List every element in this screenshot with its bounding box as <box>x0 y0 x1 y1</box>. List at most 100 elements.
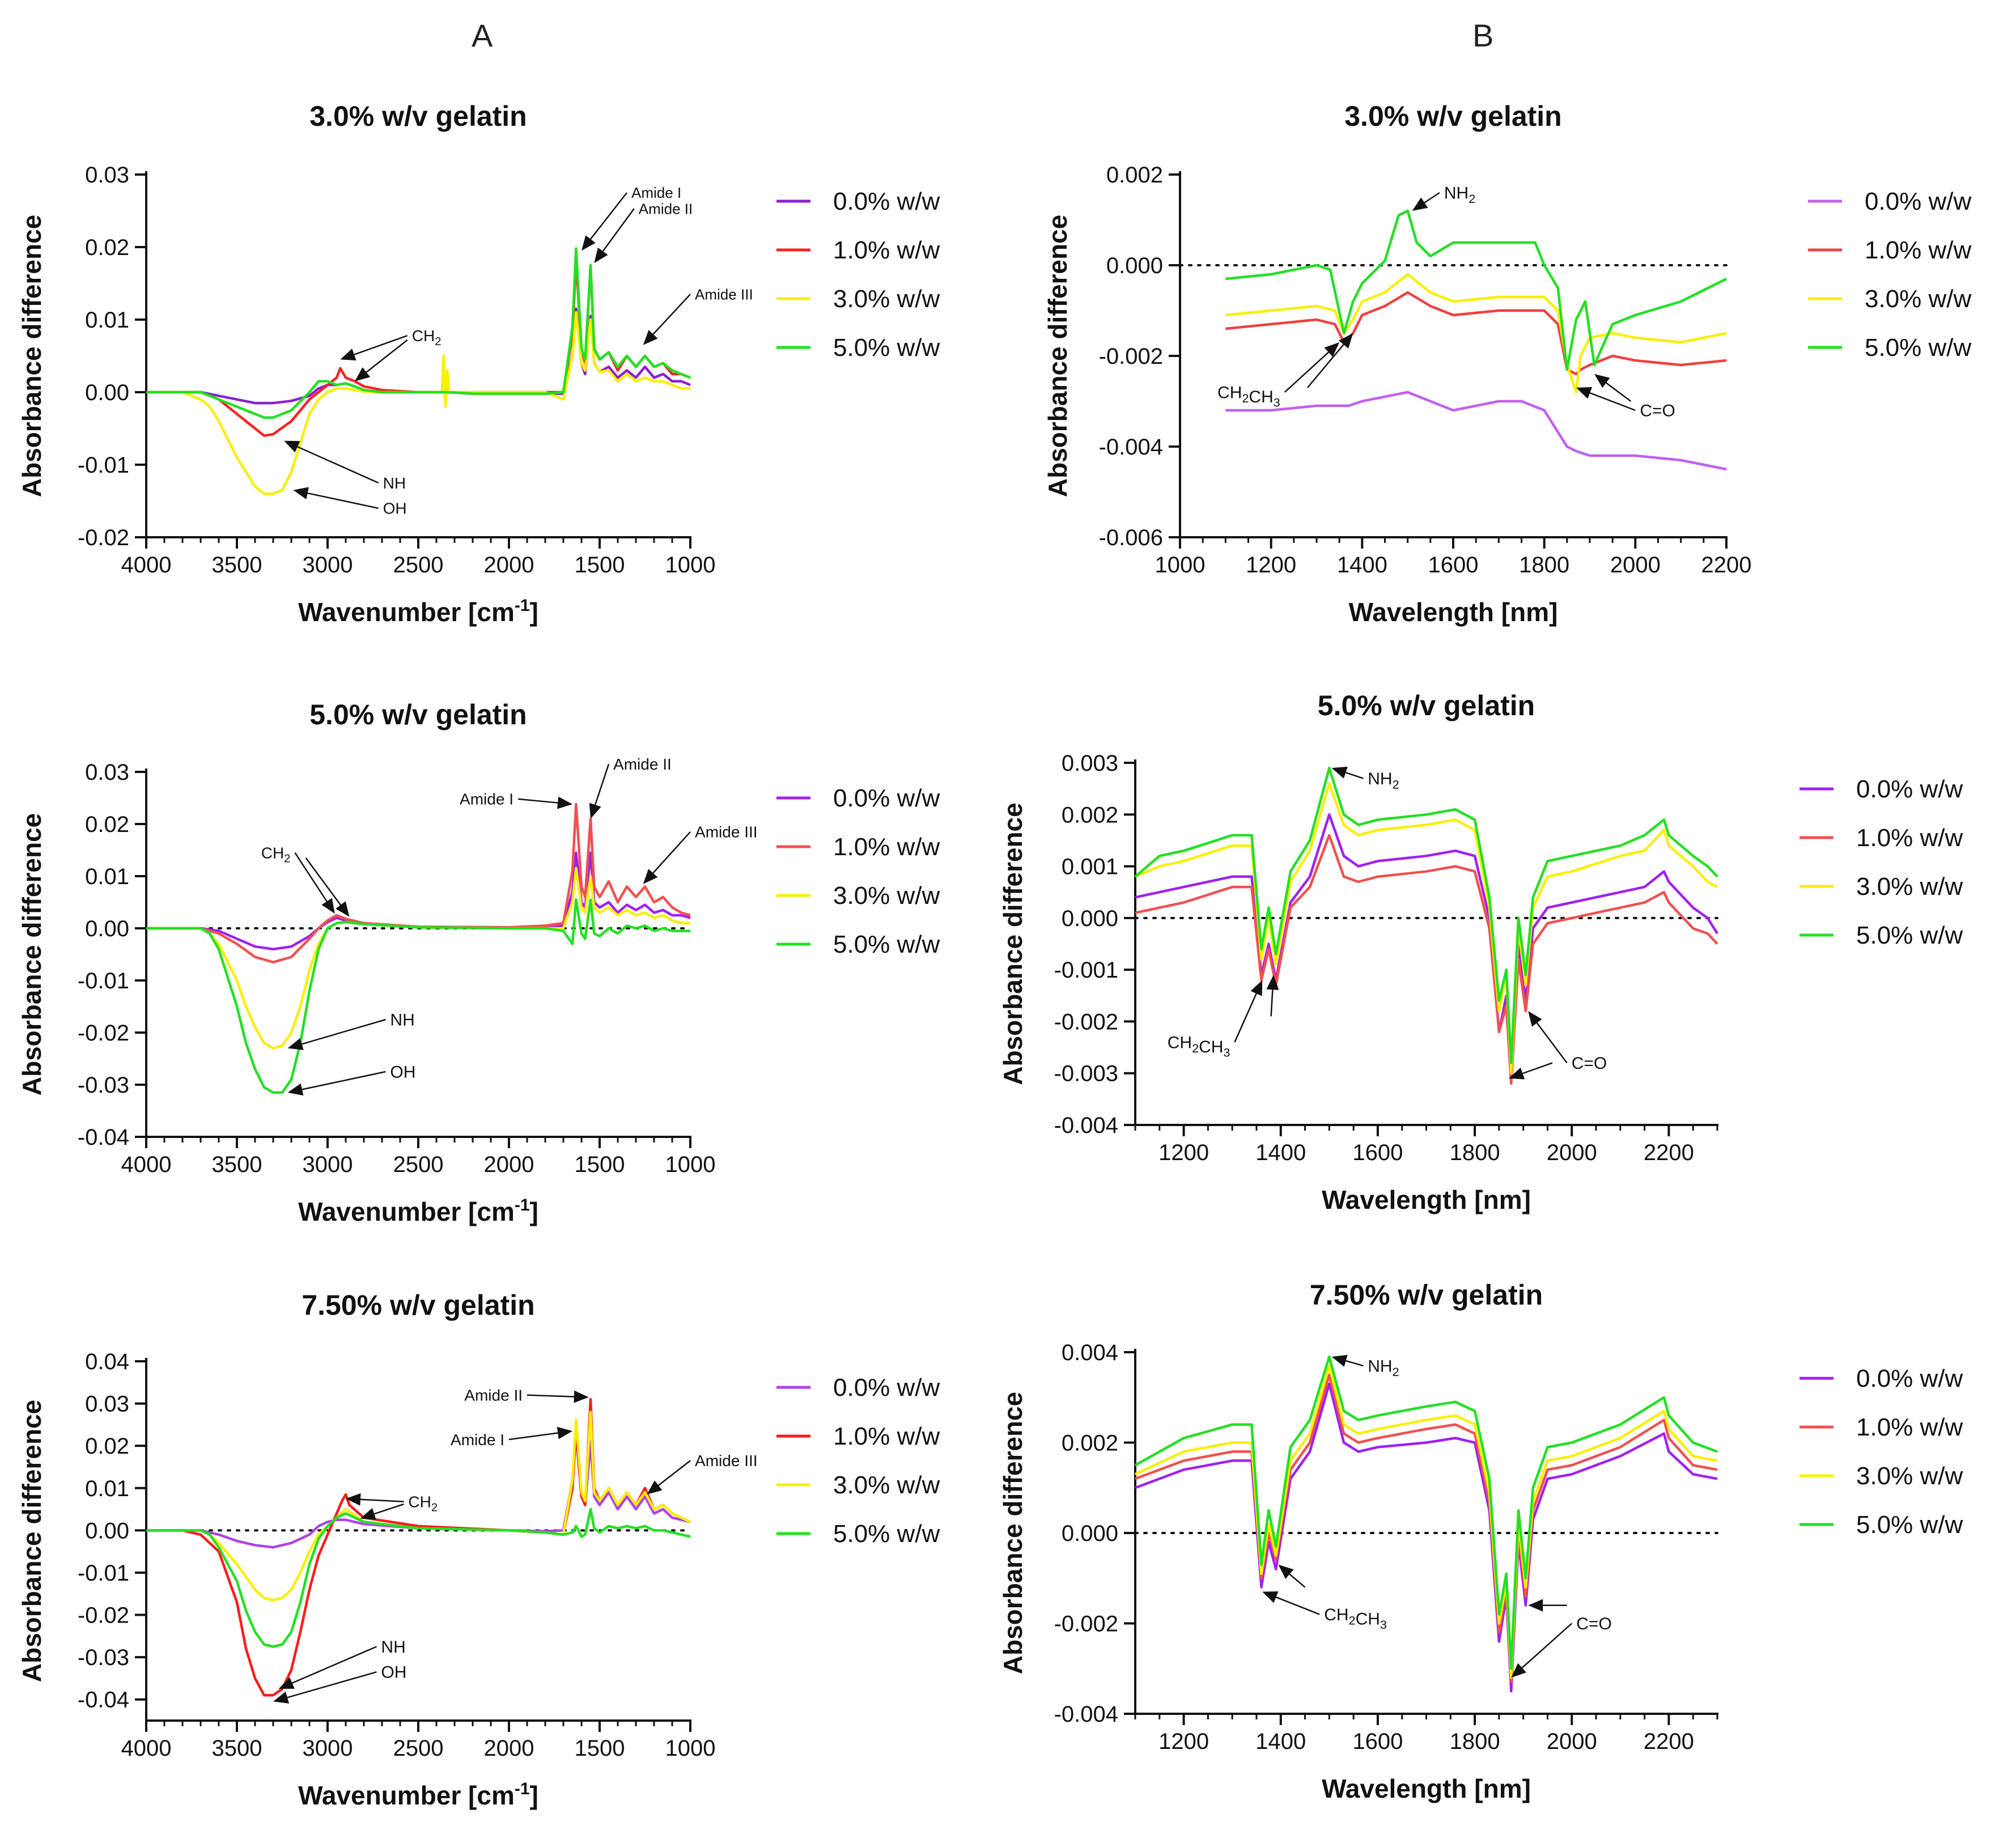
legend-label: 3.0% w/w <box>833 285 940 313</box>
annotation-arrow-head <box>1511 1663 1526 1678</box>
legend-label: 5.0% w/w <box>1865 334 1972 362</box>
y-tick-label: 0.002 <box>1062 1431 1118 1456</box>
x-tick-label: 1400 <box>1255 1140 1306 1165</box>
annotation-label: Amide III <box>695 286 753 303</box>
legend-label: 5.0% w/w <box>1856 1511 1963 1539</box>
x-tick-label: 3000 <box>303 553 353 577</box>
chart-a3: 7.50% w/v gelatin 4000 3500 3000 2500 2000 150… <box>17 1289 940 1810</box>
chart-title: 7.50% w/v gelatin <box>302 1289 534 1321</box>
x-tick-label: 1200 <box>1246 553 1296 577</box>
series-line-10-ww <box>146 258 691 438</box>
y-tick-label: 0.004 <box>1062 1340 1118 1365</box>
series-line-50-ww <box>1134 766 1718 1064</box>
column-label-a: A <box>472 18 493 53</box>
annotation-arrow-line <box>1606 382 1632 402</box>
legend-label: 5.0% w/w <box>833 931 940 958</box>
series-line-00-ww <box>1225 390 1727 471</box>
annotation-label: Amide III <box>695 1452 758 1470</box>
annotation-label: CH2 <box>261 844 291 865</box>
annotation-label: NH <box>383 474 406 492</box>
series-line-10-ww <box>146 1398 691 1697</box>
annotation-arrow-head <box>1266 975 1279 990</box>
annotation-arrow-head <box>643 869 658 884</box>
legend-label: 3.0% w/w <box>833 882 940 910</box>
annotation-arrow-head <box>346 1493 361 1506</box>
y-tick-label: -0.004 <box>1054 1702 1118 1727</box>
y-tick-label: -0.004 <box>1099 435 1163 460</box>
annotation-arrow-line <box>1521 1623 1573 1668</box>
series-line-30-ww <box>1135 782 1718 1075</box>
y-tick-label: -0.002 <box>1054 1612 1118 1637</box>
annotation-arrow-head <box>1324 342 1340 357</box>
y-tick-label: 0.01 <box>85 864 129 889</box>
annotation-arrow-head <box>647 1480 663 1494</box>
series-line-00-ww <box>146 307 691 405</box>
annotation-arrow-head <box>360 1507 376 1520</box>
x-tick-label: 1600 <box>1428 553 1479 577</box>
annotation-arrow-line <box>294 852 328 902</box>
legend-label: 0.0% w/w <box>1856 775 1963 803</box>
x-tick-label: 2500 <box>393 553 444 577</box>
annotation-arrow-head <box>643 330 658 345</box>
y-tick-label: 0.002 <box>1106 163 1163 188</box>
series-line-50-ww <box>146 898 690 1094</box>
y-tick-label: -0.02 <box>78 1603 129 1628</box>
x-axis-label: Wavelength [nm] <box>1322 1774 1531 1803</box>
chart-title: 7.50% w/v gelatin <box>1310 1279 1543 1311</box>
x-tick-label: 1400 <box>1255 1729 1306 1754</box>
annotation-label: Amide I <box>631 184 681 201</box>
legend-label: 3.0% w/w <box>1856 1462 1963 1490</box>
legend-label: 1.0% w/w <box>833 833 940 861</box>
annotation-label: CH2 <box>412 327 442 348</box>
annotation-arrow-line <box>1424 192 1440 203</box>
x-tick-label: 2000 <box>1547 1140 1597 1165</box>
x-tick-label: 1000 <box>665 553 716 577</box>
annotation-label: C=O <box>1576 1615 1612 1633</box>
x-tick-label: 1500 <box>575 553 625 577</box>
annotation-arrow-head <box>287 1083 304 1096</box>
chart-b2: 5.0% w/v gelatin 1200 1400 1600 1800 2000 2200… <box>998 690 1963 1214</box>
annotation-arrow-line <box>302 1018 386 1045</box>
annotation-arrow-line <box>590 192 627 240</box>
annotation-arrow-line <box>1536 1022 1568 1064</box>
annotation-arrow-line <box>652 294 691 335</box>
chart-a2: 5.0% w/v gelatin 4000 3500 3000 2500 2000 1500… <box>17 699 940 1226</box>
annotation-arrow-head <box>582 235 596 251</box>
annotation-label: C=O <box>1640 402 1675 421</box>
annotation-arrow-head <box>293 487 309 499</box>
x-tick-label: 1000 <box>1155 553 1206 577</box>
x-tick-label: 1000 <box>665 1736 716 1761</box>
legend-label: 3.0% w/w <box>1856 873 1963 901</box>
y-tick-label: -0.004 <box>1054 1113 1118 1138</box>
y-tick-label: -0.006 <box>1099 525 1163 550</box>
y-axis-label: Absorbance difference <box>17 813 46 1095</box>
annotation-label: C=O <box>1572 1054 1607 1073</box>
y-tick-label: 0.03 <box>85 163 129 188</box>
x-tick-label: 3000 <box>303 1152 353 1177</box>
x-tick-label: 2000 <box>1610 553 1661 577</box>
annotation-arrow-head <box>1331 766 1348 779</box>
x-tick-label: 1800 <box>1450 1729 1500 1754</box>
series-line-10-ww <box>1225 291 1727 376</box>
x-tick-label: 2500 <box>393 1152 444 1177</box>
y-tick-label: -0.01 <box>78 453 129 478</box>
y-tick-label: 0.000 <box>1062 906 1118 931</box>
annotation-arrow-line <box>1234 993 1257 1043</box>
y-axis-label: Absorbance difference <box>17 1400 46 1682</box>
x-tick-label: 1500 <box>575 1152 625 1177</box>
annotation-arrow-line <box>1522 1062 1553 1075</box>
annotation-arrow-head <box>1278 1564 1294 1579</box>
y-tick-label: -0.03 <box>78 1073 129 1098</box>
annotation-label: Amide I <box>460 791 513 808</box>
x-tick-label: 2200 <box>1701 553 1752 577</box>
x-axis-label: Wavenumber [cm-1] <box>298 596 538 627</box>
series-line-10-ww <box>146 802 691 964</box>
annotation-arrow-line <box>305 857 341 906</box>
annotation-arrow-line <box>302 1071 386 1090</box>
y-tick-label: -0.03 <box>78 1645 129 1670</box>
series-line-30-ww <box>1225 273 1727 394</box>
legend-label: 1.0% w/w <box>1856 1413 1963 1441</box>
annotation-arrow-line <box>307 492 379 509</box>
legend-label: 1.0% w/w <box>833 1422 940 1450</box>
annotation-arrow-line <box>527 1394 574 1398</box>
